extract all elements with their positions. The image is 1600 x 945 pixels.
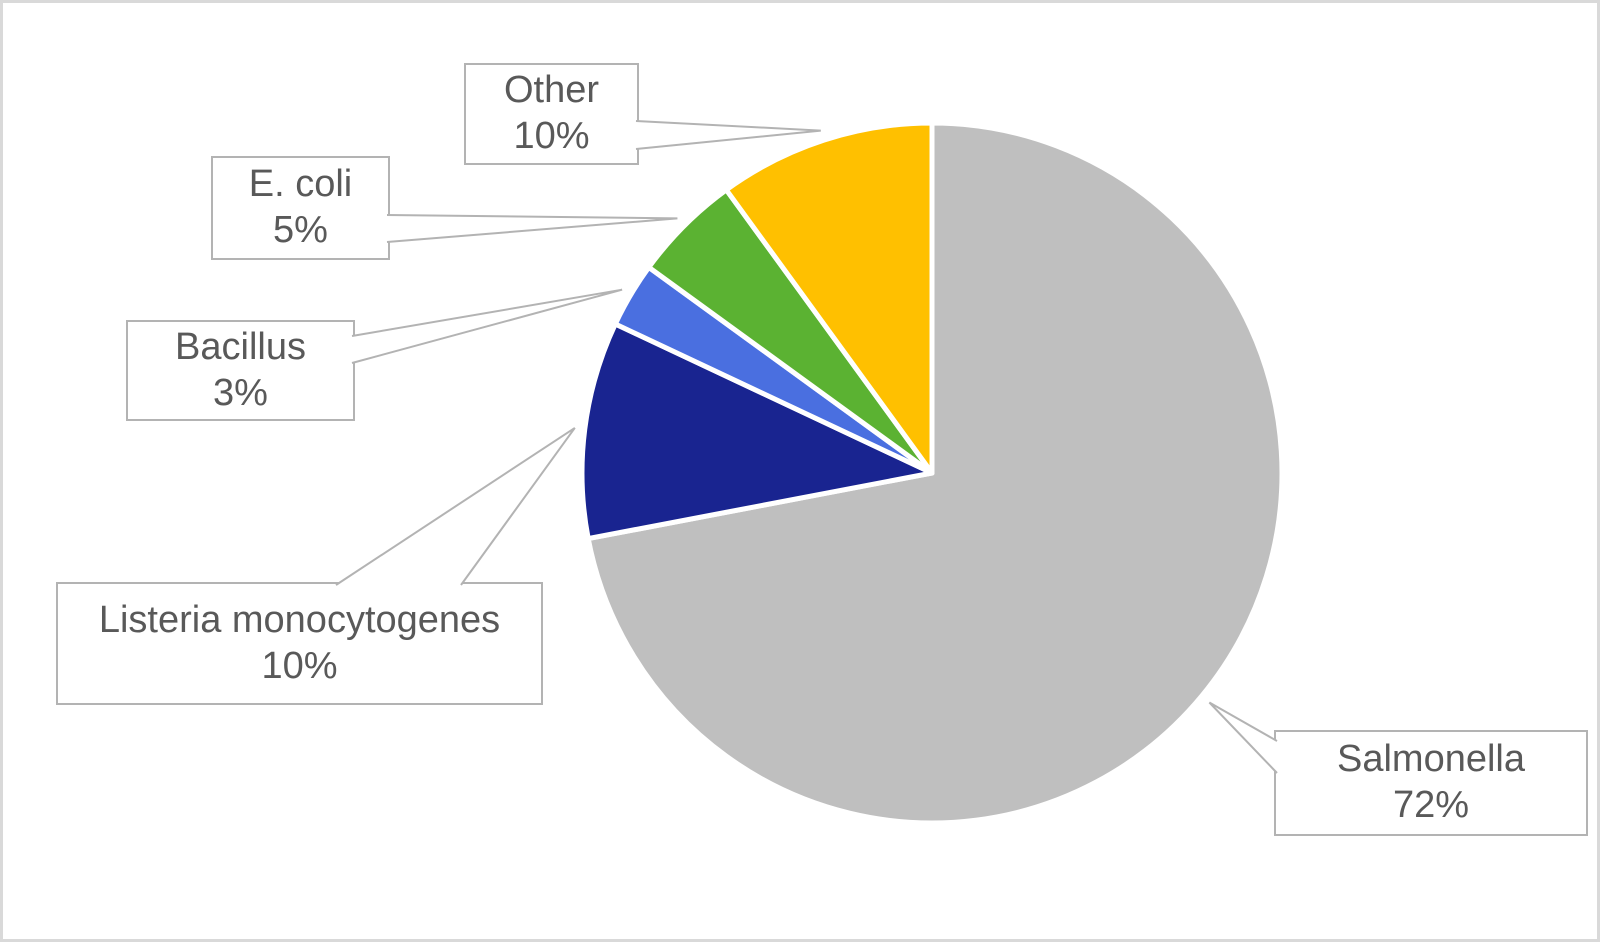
callout-leader-other (635, 120, 821, 150)
callout-leader-listeria (335, 427, 576, 586)
callout-leader-bacillus (351, 288, 623, 364)
callout-leader-fill-salmonella (1209, 702, 1277, 773)
callout-leader-fill-bacillus (352, 289, 623, 363)
callout-bacillus-value: 3% (213, 371, 268, 414)
pie-slice-listeria[interactable] (579, 321, 935, 542)
callout-leader-fill-other (636, 121, 821, 149)
callout-salmonella[interactable]: Salmonella 72% (1274, 730, 1588, 836)
pie-slice-ecoli[interactable] (646, 187, 935, 476)
callout-bacillus-name: Bacillus (175, 325, 306, 368)
callout-listeria[interactable]: Listeria monocytogenes 10% (56, 582, 543, 705)
callout-listeria-name: Listeria monocytogenes (98, 598, 501, 641)
callout-leader-salmonella (1208, 701, 1278, 774)
pie-slice-salmonella[interactable] (585, 120, 1285, 826)
callout-listeria-value: 10% (261, 644, 338, 687)
callout-other[interactable]: Other 10% (464, 63, 639, 165)
callout-leader-fill-listeria (336, 427, 575, 585)
callout-ecoli-value: 5% (273, 209, 328, 251)
callout-salmonella-name: Salmonella (1337, 738, 1525, 781)
callout-ecoli[interactable]: E. coli 5% (211, 156, 390, 260)
callout-salmonella-value: 72% (1392, 784, 1470, 826)
callout-other-value: 10% (513, 115, 590, 157)
callout-leader-ecoli (386, 214, 678, 243)
callout-ecoli-name: E. coli (248, 163, 353, 206)
pie-slice-other[interactable] (723, 120, 935, 476)
pie-slice-bacillus[interactable] (612, 264, 935, 476)
callout-bacillus[interactable]: Bacillus 3% (126, 320, 355, 421)
callout-other-name: Other (503, 69, 600, 112)
callout-leader-fill-ecoli (387, 215, 678, 242)
